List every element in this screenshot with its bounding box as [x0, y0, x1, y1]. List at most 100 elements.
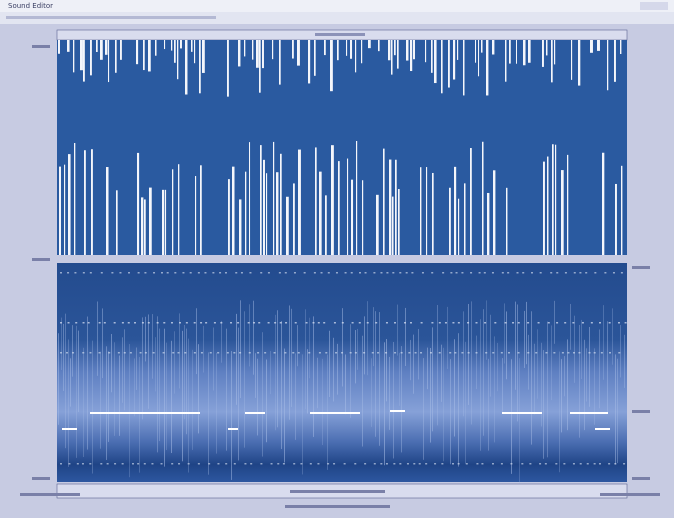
formant-dot	[375, 322, 377, 324]
waveform-gap	[137, 153, 139, 255]
formant-dot	[253, 322, 255, 324]
formant-dot	[359, 322, 361, 324]
spectrogram-streak	[497, 343, 498, 391]
waveform-gap	[239, 199, 241, 255]
window-title: Sound Editor	[8, 2, 53, 10]
pitch-segment	[310, 412, 360, 414]
spectrogram-streak	[551, 325, 552, 400]
spectrogram-streak	[58, 333, 59, 425]
formant-dot	[555, 463, 557, 465]
formant-dot	[219, 272, 221, 274]
formant-dot	[308, 352, 310, 354]
spectrogram-streak	[430, 348, 431, 443]
formant-dot	[342, 322, 344, 324]
waveform-gap	[509, 40, 511, 64]
spectrogram-streak	[305, 309, 306, 409]
spectrogram-streak	[526, 302, 527, 364]
waveform-gap	[108, 40, 109, 82]
formant-dot	[82, 463, 84, 465]
spectrogram-streak	[155, 337, 156, 391]
spectrogram-streak	[454, 339, 455, 436]
formant-dot	[380, 463, 382, 465]
waveform-gap	[297, 40, 300, 66]
waveform-gap	[227, 40, 229, 97]
waveform-gap	[410, 40, 412, 71]
spectrogram-streak	[579, 325, 580, 438]
formant-dot	[538, 322, 540, 324]
spectrogram-streak	[281, 321, 282, 449]
formant-dot	[167, 272, 169, 274]
formant-dot	[118, 352, 120, 354]
spectrogram-streak	[441, 345, 442, 402]
formant-dot	[333, 463, 335, 465]
spectrogram-streak	[108, 351, 109, 442]
formant-dot	[144, 272, 146, 274]
waveform-gap	[100, 40, 103, 60]
waveform-gap	[356, 140, 357, 255]
formant-dot	[250, 463, 252, 465]
window-controls[interactable]	[640, 2, 668, 10]
formant-dot	[178, 352, 180, 354]
waveform-gap	[195, 176, 196, 255]
formant-dot	[411, 272, 413, 274]
formant-dot	[128, 272, 130, 274]
menu-items[interactable]	[6, 16, 216, 19]
formant-dot	[421, 322, 423, 324]
formant-dot	[171, 322, 173, 324]
waveform-gap	[238, 40, 240, 66]
formant-dot	[407, 463, 409, 465]
formant-dot	[138, 272, 140, 274]
spectrogram-streak	[266, 359, 267, 442]
formant-dot	[567, 352, 569, 354]
formant-dot	[585, 272, 587, 274]
formant-dot	[475, 322, 477, 324]
spectrogram-streak	[134, 358, 135, 416]
formant-dot	[494, 322, 496, 324]
waveform-gap	[413, 40, 415, 59]
formant-dot	[142, 322, 144, 324]
formant-dot	[249, 272, 251, 274]
formant-dot	[614, 463, 616, 465]
spectrogram-streak	[463, 311, 464, 416]
formant-dot	[274, 322, 276, 324]
formant-dot	[565, 272, 567, 274]
formant-dot	[512, 322, 514, 324]
spectrogram-streak	[100, 352, 101, 449]
spectrogram-streak	[437, 305, 438, 425]
spectrogram-streak	[603, 305, 604, 380]
formant-dot	[521, 463, 523, 465]
waveform-gap	[426, 167, 427, 255]
formant-dot	[479, 272, 481, 274]
spectrogram-streak	[186, 329, 187, 435]
formant-dot	[295, 322, 297, 324]
waveform-gap	[91, 149, 93, 255]
formant-dot	[67, 272, 69, 274]
spectrogram-streak	[476, 336, 477, 389]
formant-dot	[99, 322, 101, 324]
pitch-segment	[390, 410, 405, 412]
waveform-gap	[228, 179, 230, 255]
waveform-gap	[202, 40, 205, 73]
formant-dot	[550, 272, 552, 274]
spectrogram-streak	[188, 339, 189, 473]
waveform-gap	[392, 197, 394, 255]
spectrogram-streak	[399, 353, 400, 406]
spectrogram-streak	[297, 325, 298, 366]
formant-dot	[461, 352, 463, 354]
separator	[57, 255, 627, 263]
formant-dot	[60, 322, 62, 324]
waveform-gap	[464, 183, 465, 255]
formant-dot	[452, 463, 454, 465]
spectrogram-streak	[586, 348, 587, 401]
waveform-gap	[607, 40, 608, 90]
spectrogram-streak	[506, 311, 507, 379]
spectrogram-streak	[480, 319, 481, 451]
formant-dot	[470, 272, 472, 274]
waveform-gap	[178, 164, 179, 255]
waveform-gap	[105, 40, 108, 55]
formant-dot	[319, 352, 321, 354]
waveform-gap	[449, 188, 451, 255]
formant-dot	[608, 463, 610, 465]
formant-dot	[217, 463, 219, 465]
spectrogram-streak	[87, 317, 88, 450]
